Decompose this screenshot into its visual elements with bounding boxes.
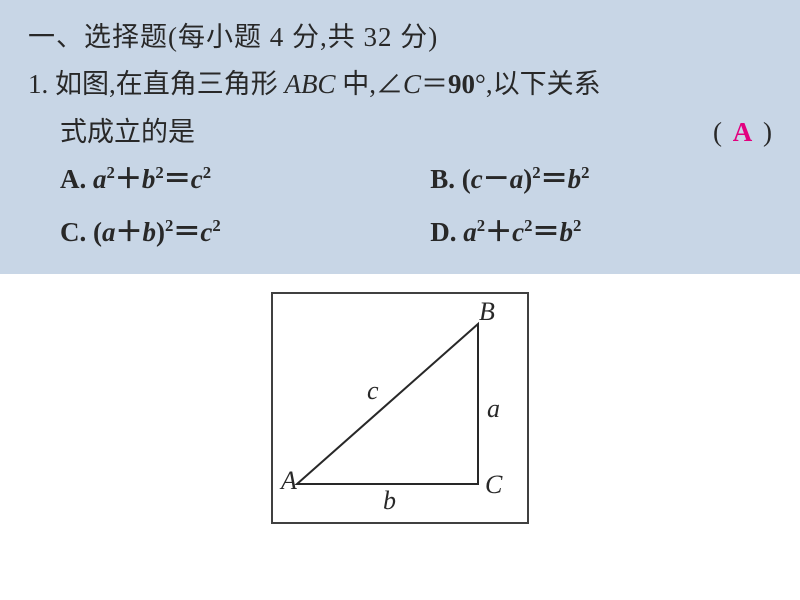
side-b-label: b: [383, 486, 396, 516]
paren-open: (: [713, 117, 722, 147]
choice-A: A. a2＋b2＝c2: [60, 156, 430, 203]
choices-grid: A. a2＋b2＝c2 B. (c－a)2＝b2 C. (a＋b)2＝c2 D.…: [28, 156, 772, 257]
choice-C: C. (a＋b)2＝c2: [60, 209, 430, 256]
triangle-shape: [297, 324, 478, 484]
stem-tail: 式成立的是: [60, 109, 195, 156]
choice-B: B. (c－a)2＝b2: [430, 156, 772, 203]
question-stem-line1: 1. 如图,在直角三角形 ABC 中,∠C＝90°,以下关系: [28, 61, 772, 108]
question-stem-line2: 式成立的是 ( A ): [28, 109, 772, 156]
page: 一、选择题(每小题 4 分,共 32 分) 1. 如图,在直角三角形 ABC 中…: [0, 0, 800, 600]
figure-container: A C B c a b: [0, 292, 800, 524]
paren-close: ): [763, 117, 772, 147]
vertex-B-label: B: [479, 297, 495, 327]
spacer: [195, 109, 713, 156]
vertex-A-label: A: [281, 466, 297, 496]
question-panel: 一、选择题(每小题 4 分,共 32 分) 1. 如图,在直角三角形 ABC 中…: [0, 0, 800, 274]
side-a-label: a: [487, 394, 500, 424]
answer-slot: ( A ): [713, 109, 772, 156]
choice-D: D. a2＋c2＝b2: [430, 209, 772, 256]
side-c-label: c: [367, 376, 379, 406]
correct-answer: A: [729, 117, 757, 147]
vertex-C-label: C: [485, 470, 502, 500]
triangle-figure: A C B c a b: [271, 292, 529, 524]
section-heading: 一、选择题(每小题 4 分,共 32 分): [28, 14, 772, 61]
